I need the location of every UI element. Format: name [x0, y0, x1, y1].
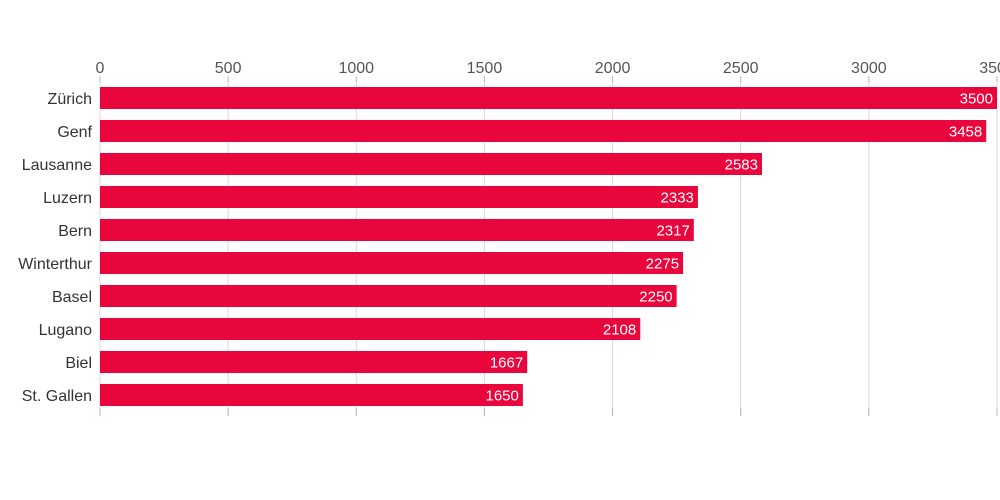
x-tick-label: 2000	[595, 60, 631, 77]
bar	[100, 153, 762, 175]
value-label: 3500	[960, 91, 993, 108]
value-label: 1650	[485, 388, 518, 405]
bar	[100, 252, 684, 274]
x-tick-label: 500	[215, 60, 242, 77]
category-label: Biel	[65, 355, 92, 372]
x-tick-label: 3500	[979, 60, 1000, 77]
category-label: Zürich	[48, 91, 92, 108]
x-tick-label: 1500	[467, 60, 503, 77]
value-label: 2333	[661, 190, 694, 207]
value-label: 2583	[725, 157, 758, 174]
category-label: Winterthur	[18, 256, 92, 273]
x-tick-label: 2500	[723, 60, 759, 77]
labels: Zürich 3500 Genf 3458 Lausanne 2583 Luzern 2333…	[18, 91, 993, 406]
x-tick-label: 1000	[338, 60, 374, 77]
value-label: 2275	[646, 256, 679, 273]
x-tick-label: 0	[96, 60, 105, 77]
category-label: Lausanne	[22, 157, 92, 174]
x-axis-ticks: 0 500 1000 1500 2000 2500 3000 3500	[96, 60, 1000, 416]
bar	[100, 87, 997, 109]
x-tick-label: 3000	[851, 60, 887, 77]
bar	[100, 186, 698, 208]
category-label: Luzern	[43, 190, 92, 207]
value-label: 2317	[656, 223, 689, 240]
category-label: Basel	[52, 289, 92, 306]
category-label: Lugano	[39, 322, 92, 339]
category-label: St. Gallen	[22, 388, 92, 405]
bar	[100, 120, 987, 142]
value-label: 3458	[949, 124, 982, 141]
category-label: Bern	[58, 223, 92, 240]
category-label: Genf	[57, 124, 92, 141]
value-label: 2108	[603, 322, 636, 339]
bar	[100, 351, 528, 373]
bar	[100, 318, 641, 340]
bars	[100, 87, 997, 406]
value-label: 1667	[490, 355, 523, 372]
bar	[100, 219, 694, 241]
bar	[100, 384, 523, 406]
bar	[100, 285, 677, 307]
value-label: 2250	[639, 289, 672, 306]
